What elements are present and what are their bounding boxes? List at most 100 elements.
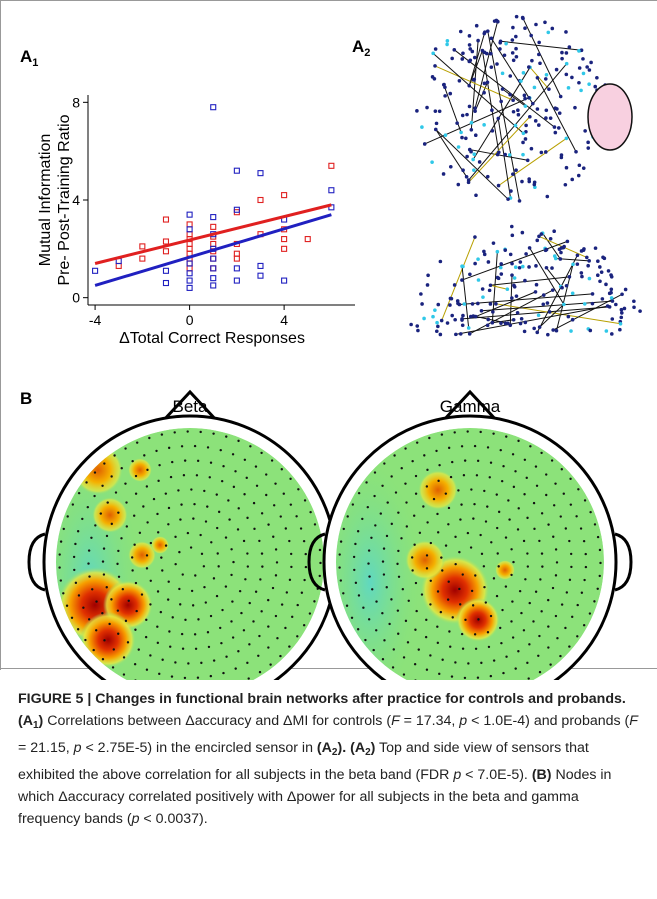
sensor: [476, 39, 480, 43]
electrode: [583, 540, 585, 542]
electrode: [496, 527, 498, 529]
sensor: [558, 111, 562, 115]
sensor-network: [409, 15, 642, 337]
electrode: [258, 540, 260, 542]
sensor: [434, 47, 438, 51]
electrode: [289, 478, 291, 480]
electrode: [213, 659, 215, 661]
electrode: [472, 604, 474, 606]
sensor: [481, 295, 485, 299]
point: [282, 278, 287, 283]
point: [187, 278, 192, 283]
electrode: [358, 492, 360, 494]
sensor: [490, 65, 494, 69]
electrode: [505, 536, 507, 538]
sensor: [513, 276, 517, 280]
electrode: [481, 553, 483, 555]
sensor: [570, 76, 574, 80]
sensor: [470, 121, 474, 125]
electrode: [498, 511, 500, 513]
sensor: [514, 124, 518, 128]
electrode: [505, 585, 507, 587]
sensor: [464, 136, 468, 140]
electrode: [493, 577, 495, 579]
electrode: [95, 629, 97, 631]
electrode: [527, 677, 529, 679]
sensor: [499, 272, 503, 276]
electrode: [510, 620, 512, 622]
electrode: [107, 501, 109, 503]
sensor: [601, 297, 605, 301]
electrode: [313, 600, 315, 602]
point: [187, 285, 192, 290]
electrode: [225, 435, 227, 437]
electrode: [191, 590, 193, 592]
sensor: [476, 302, 480, 306]
point: [234, 256, 239, 261]
electrode: [117, 550, 119, 552]
electrode: [430, 580, 432, 582]
electrode: [148, 437, 150, 439]
electrode: [517, 528, 519, 530]
electrode: [514, 470, 516, 472]
point: [258, 263, 263, 268]
electrode: [261, 552, 263, 554]
sensor: [512, 58, 516, 62]
sensor: [511, 38, 515, 42]
sensor: [472, 168, 476, 172]
electrode: [411, 556, 413, 558]
sensor: [514, 47, 518, 51]
electrode: [386, 535, 388, 537]
sensor: [560, 57, 564, 61]
electrode: [517, 440, 519, 442]
electrode: [136, 441, 138, 443]
electrode: [255, 591, 257, 593]
sensor: [498, 41, 502, 45]
sensor: [519, 79, 523, 83]
electrode: [515, 667, 517, 669]
electrode: [117, 511, 119, 513]
electrode: [112, 666, 114, 668]
electrode: [529, 602, 531, 604]
electrode: [541, 512, 543, 514]
connection: [491, 285, 508, 289]
sensor: [461, 114, 465, 118]
electrode: [110, 475, 112, 477]
sensor: [559, 251, 563, 255]
sensor: [583, 129, 587, 133]
electrode: [451, 675, 453, 677]
electrode: [178, 588, 180, 590]
sensor: [576, 253, 580, 257]
sensor: [487, 260, 491, 264]
point: [187, 271, 192, 276]
electrode: [502, 672, 504, 674]
sensor: [494, 302, 498, 306]
electrode: [227, 499, 229, 501]
sensor: [618, 328, 622, 332]
sensor: [431, 75, 435, 79]
sensor: [426, 273, 430, 277]
electrode: [88, 618, 90, 620]
point: [211, 241, 216, 246]
electrode: [290, 566, 292, 568]
electrode: [73, 569, 75, 571]
sensor: [534, 264, 538, 268]
sensor: [538, 61, 542, 65]
electrode: [209, 476, 211, 478]
point: [211, 105, 216, 110]
electrode: [170, 476, 172, 478]
electrode: [489, 476, 491, 478]
sensor: [438, 109, 442, 113]
point: [282, 237, 287, 242]
electrode: [415, 610, 417, 612]
point: [163, 281, 168, 286]
sensor: [537, 41, 541, 45]
electrode: [281, 603, 283, 605]
sensor: [610, 332, 614, 336]
sensor: [482, 250, 486, 254]
electrode: [512, 636, 514, 638]
electrode: [128, 600, 130, 602]
electrode: [309, 511, 311, 513]
sensor: [514, 35, 518, 39]
electrode: [510, 574, 512, 576]
